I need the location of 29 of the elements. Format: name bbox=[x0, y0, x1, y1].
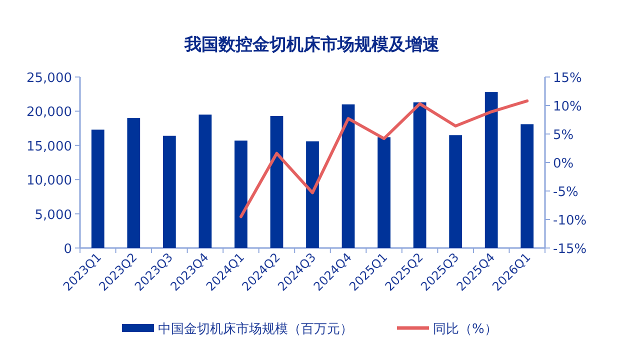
y-tick-label: 25,000 bbox=[26, 71, 72, 86]
bar bbox=[306, 141, 319, 248]
bar bbox=[342, 104, 355, 248]
y2-tick-label: 10% bbox=[553, 100, 582, 114]
bar bbox=[484, 92, 498, 248]
bar bbox=[127, 118, 140, 248]
y-tick-label: 15,000 bbox=[26, 139, 72, 154]
y-tick-label: 10,000 bbox=[26, 174, 72, 189]
bar bbox=[91, 130, 104, 248]
y2-tick-label: 5% bbox=[553, 128, 574, 143]
legend-label: 同比（%） bbox=[433, 322, 498, 337]
y-tick-label: 0 bbox=[64, 242, 72, 257]
bar bbox=[449, 135, 462, 248]
bar bbox=[413, 102, 426, 248]
bar bbox=[270, 116, 284, 248]
bar bbox=[162, 136, 176, 248]
y-tick-label: 20,000 bbox=[26, 105, 72, 120]
legend-label: 中国金切机床市场规模（百万元） bbox=[158, 322, 353, 337]
y2-tick-label: 0% bbox=[553, 156, 574, 172]
bar bbox=[520, 124, 534, 248]
bar bbox=[234, 140, 248, 248]
bar bbox=[198, 114, 212, 248]
chart-title: 我国数控金切机床市场规模及增速 bbox=[184, 35, 440, 55]
y-tick-label: 5,000 bbox=[34, 208, 72, 223]
y2-tick-label: -15% bbox=[553, 242, 587, 257]
bar bbox=[378, 137, 390, 248]
y2-tick-label: -10% bbox=[553, 214, 587, 228]
y2-tick-label: 15% bbox=[553, 71, 582, 86]
y2-tick-label: -5% bbox=[553, 185, 578, 200]
